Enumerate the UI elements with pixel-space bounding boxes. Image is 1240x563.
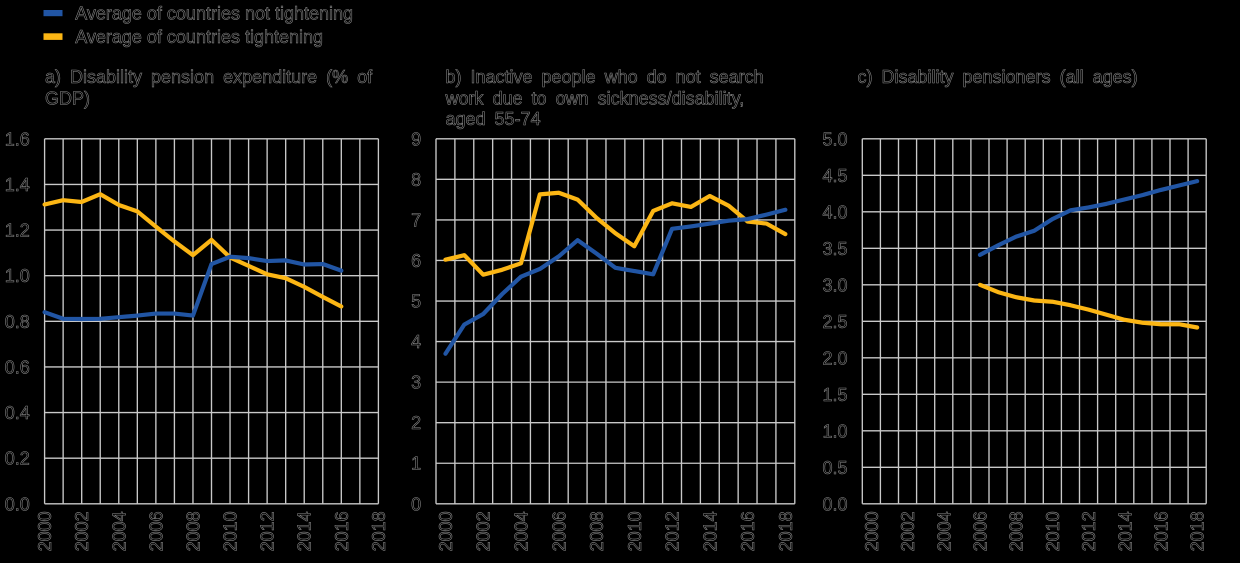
svg-text:6: 6 bbox=[411, 251, 421, 271]
svg-text:2008: 2008 bbox=[587, 511, 607, 551]
svg-text:0: 0 bbox=[411, 494, 421, 514]
svg-text:1.2: 1.2 bbox=[5, 221, 30, 241]
svg-text:aged 55-74: aged 55-74 bbox=[446, 109, 541, 129]
svg-text:0.4: 0.4 bbox=[5, 403, 30, 423]
svg-text:2016: 2016 bbox=[332, 511, 352, 551]
svg-text:Average of countries not tight: Average of countries not tightening bbox=[75, 4, 353, 24]
svg-text:4: 4 bbox=[411, 332, 421, 352]
svg-text:2006: 2006 bbox=[549, 511, 569, 551]
svg-text:1.4: 1.4 bbox=[5, 175, 30, 195]
svg-text:2014: 2014 bbox=[295, 511, 315, 551]
svg-text:1.0: 1.0 bbox=[822, 421, 847, 441]
svg-text:2002: 2002 bbox=[474, 511, 494, 551]
svg-text:2.5: 2.5 bbox=[822, 312, 847, 332]
svg-text:1.0: 1.0 bbox=[5, 266, 30, 286]
svg-text:2004: 2004 bbox=[511, 511, 531, 551]
svg-text:2012: 2012 bbox=[663, 511, 683, 551]
svg-text:2018: 2018 bbox=[1188, 511, 1208, 551]
svg-text:5.0: 5.0 bbox=[822, 129, 847, 149]
svg-text:2008: 2008 bbox=[183, 511, 203, 551]
svg-text:2012: 2012 bbox=[1079, 511, 1099, 551]
svg-text:2002: 2002 bbox=[898, 511, 918, 551]
svg-text:Average of countries tightenin: Average of countries tightening bbox=[75, 27, 323, 47]
svg-text:2014: 2014 bbox=[1115, 511, 1135, 551]
svg-text:c) Disability pensioners (all: c) Disability pensioners (all ages) bbox=[858, 67, 1138, 87]
svg-text:2010: 2010 bbox=[221, 511, 241, 551]
svg-text:2016: 2016 bbox=[738, 511, 758, 551]
svg-text:2010: 2010 bbox=[625, 511, 645, 551]
svg-text:3.5: 3.5 bbox=[822, 239, 847, 259]
svg-text:0.0: 0.0 bbox=[822, 494, 847, 514]
svg-text:2004: 2004 bbox=[109, 511, 129, 551]
svg-text:2006: 2006 bbox=[970, 511, 990, 551]
svg-text:work due to own sickness/disab: work due to own sickness/disability, bbox=[445, 89, 745, 109]
svg-text:0.5: 0.5 bbox=[822, 458, 847, 478]
svg-text:2004: 2004 bbox=[934, 511, 954, 551]
svg-text:a) Disability pension expendit: a) Disability pension expenditure (% of bbox=[45, 67, 373, 87]
svg-text:1: 1 bbox=[411, 454, 421, 474]
svg-text:0.0: 0.0 bbox=[5, 494, 30, 514]
svg-text:7: 7 bbox=[411, 210, 421, 230]
svg-text:2006: 2006 bbox=[146, 511, 166, 551]
svg-text:b) Inactive people who do not: b) Inactive people who do not search bbox=[446, 67, 764, 87]
svg-text:2012: 2012 bbox=[258, 511, 278, 551]
svg-text:0.6: 0.6 bbox=[5, 357, 30, 377]
svg-text:GDP): GDP) bbox=[45, 89, 90, 109]
svg-text:0.2: 0.2 bbox=[5, 449, 30, 469]
svg-text:2000: 2000 bbox=[35, 511, 55, 551]
svg-text:2000: 2000 bbox=[862, 511, 882, 551]
svg-text:4.0: 4.0 bbox=[822, 202, 847, 222]
svg-text:4.5: 4.5 bbox=[822, 166, 847, 186]
svg-text:1.6: 1.6 bbox=[5, 129, 30, 149]
svg-text:3: 3 bbox=[411, 373, 421, 393]
svg-text:2016: 2016 bbox=[1151, 511, 1171, 551]
svg-text:2008: 2008 bbox=[1007, 511, 1027, 551]
svg-text:5: 5 bbox=[411, 292, 421, 312]
svg-text:2002: 2002 bbox=[72, 511, 92, 551]
svg-text:9: 9 bbox=[411, 129, 421, 149]
svg-text:2.0: 2.0 bbox=[822, 348, 847, 368]
svg-text:1.5: 1.5 bbox=[822, 385, 847, 405]
svg-text:2010: 2010 bbox=[1043, 511, 1063, 551]
svg-text:3.0: 3.0 bbox=[822, 275, 847, 295]
svg-text:0.8: 0.8 bbox=[5, 312, 30, 332]
svg-text:2018: 2018 bbox=[776, 511, 796, 551]
svg-text:8: 8 bbox=[411, 170, 421, 190]
svg-text:2000: 2000 bbox=[436, 511, 456, 551]
svg-text:2: 2 bbox=[411, 413, 421, 433]
svg-text:2018: 2018 bbox=[369, 511, 389, 551]
svg-text:2014: 2014 bbox=[700, 511, 720, 551]
